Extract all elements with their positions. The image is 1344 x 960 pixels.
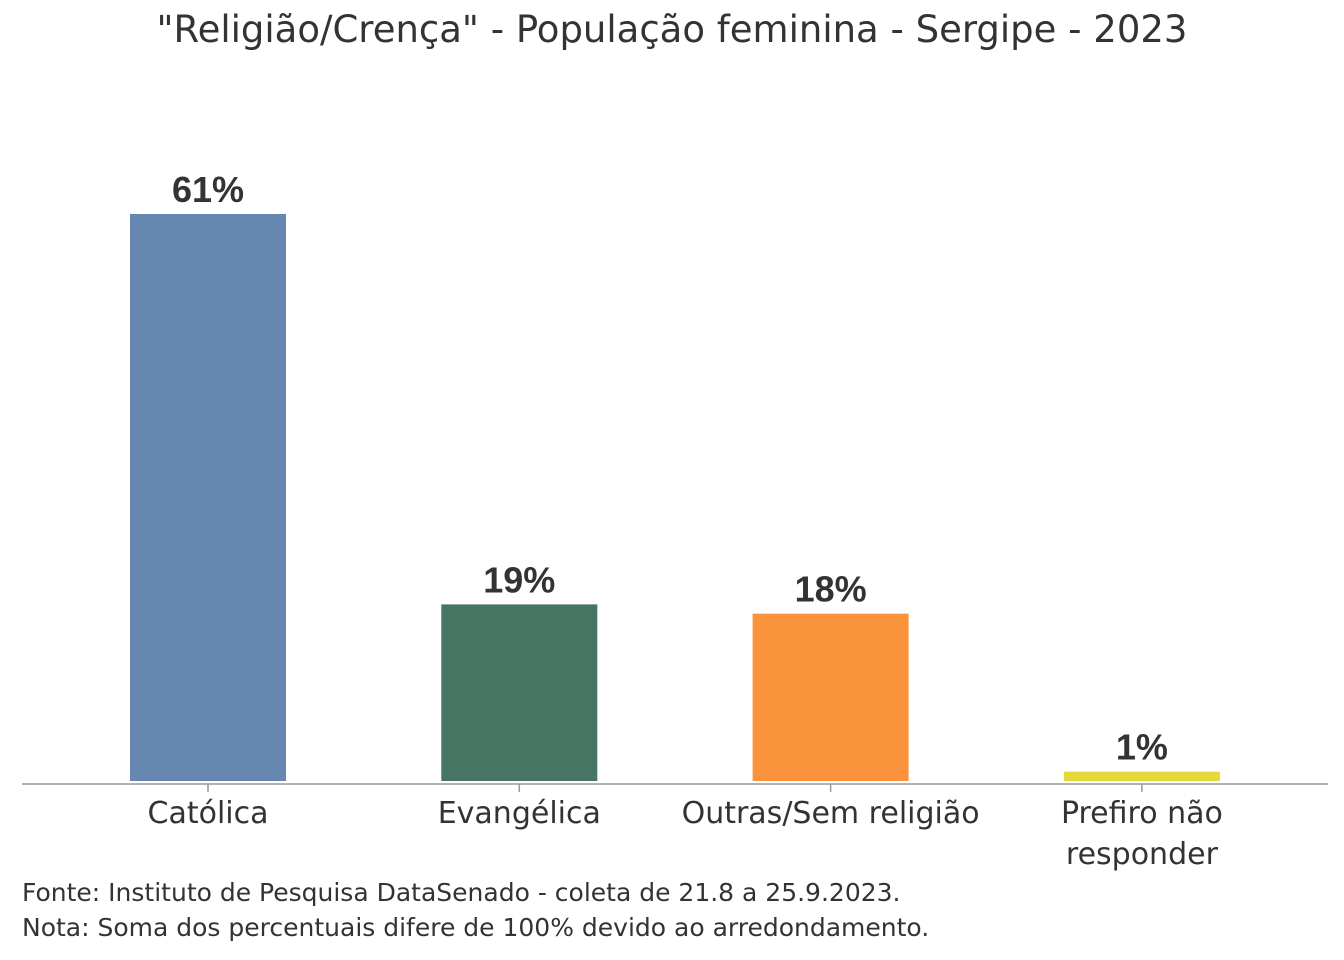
x-tick-label: responder	[1066, 837, 1219, 872]
data-label: 61%	[172, 169, 244, 210]
bar	[441, 604, 598, 781]
chart-title: "Religião/Crença" - População feminina -…	[156, 8, 1188, 51]
bar-chart: 61% Católica 19% Evangélica 18% Outras/Sem re…	[22, 169, 1328, 872]
data-label: 18%	[795, 569, 867, 610]
x-tick-label: Católica	[148, 796, 269, 831]
x-tick-label: Prefiro não	[1061, 796, 1223, 831]
bar	[130, 214, 286, 781]
data-label: 1%	[1116, 727, 1168, 768]
bar	[752, 613, 909, 781]
data-label: 19%	[483, 559, 555, 600]
bar	[1063, 771, 1220, 781]
rounding-note: Nota: Soma dos percentuais difere de 100…	[22, 913, 930, 942]
x-tick-label: Evangélica	[438, 796, 601, 831]
x-tick-label: Outras/Sem religião	[682, 796, 980, 831]
source-note: Fonte: Instituto de Pesquisa DataSenado …	[22, 878, 901, 907]
